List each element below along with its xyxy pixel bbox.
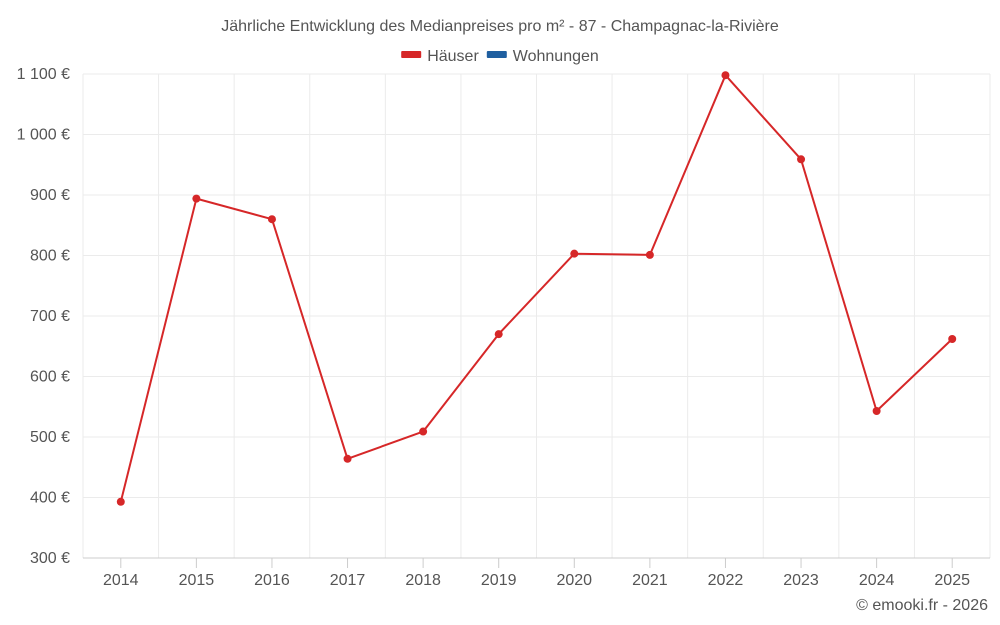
grid [82,73,991,559]
y-tick-label: 300 € [30,550,70,567]
x-tick-label: 2025 [934,572,970,589]
legend-swatch [486,51,507,58]
x-tick-label: 2021 [632,572,668,589]
x-tick-label: 2016 [254,572,290,589]
data-point[interactable] [948,334,957,343]
y-tick-label: 1 100 € [17,66,70,83]
legend: Häuser Wohnungen [401,48,599,65]
data-point[interactable] [267,215,276,224]
y-tick-label: 1 000 € [17,127,70,144]
data-point[interactable] [721,71,730,80]
chart-title: Jährliche Entwicklung des Medianpreises … [221,18,779,35]
y-tick-label: 600 € [30,369,70,386]
x-tick-label: 2023 [783,572,819,589]
y-tick-label: 800 € [30,248,70,265]
data-point[interactable] [872,406,881,415]
x-tick-label: 2015 [179,572,215,589]
x-tick-label: 2017 [330,572,366,589]
y-axis: 300 € 400 € 500 € 600 € 700 € 800 € 900 € 1 000… [17,66,70,567]
legend-swatch [401,51,422,58]
legend-label: Häuser [427,48,479,65]
y-tick-label: 900 € [30,187,70,204]
data-point[interactable] [645,250,654,259]
data-point[interactable] [192,194,201,203]
data-point[interactable] [116,497,125,506]
x-tick-label: 2022 [708,572,744,589]
data-point[interactable] [419,427,428,436]
credit-text: © emooki.fr - 2026 [856,597,988,614]
y-tick-label: 400 € [30,490,70,507]
data-point[interactable] [797,155,806,164]
series-layer [116,71,957,506]
x-tick-label: 2020 [556,572,592,589]
x-tick-label: 2019 [481,572,517,589]
legend-label: Wohnungen [513,48,599,65]
y-tick-label: 700 € [30,308,70,325]
y-tick-label: 500 € [30,429,70,446]
data-point[interactable] [494,330,503,339]
series-line-0 [119,74,953,502]
x-axis: 2014 2015 2016 2017 2018 2019 2020 2021 2022 2023… [83,557,990,589]
x-tick-label: 2024 [859,572,895,589]
x-tick-label: 2014 [103,572,139,589]
data-point[interactable] [343,454,352,463]
data-point[interactable] [570,249,579,258]
legend-item[interactable]: Wohnungen [486,48,599,65]
x-tick-label: 2018 [405,572,441,589]
legend-item[interactable]: Häuser [401,48,479,65]
